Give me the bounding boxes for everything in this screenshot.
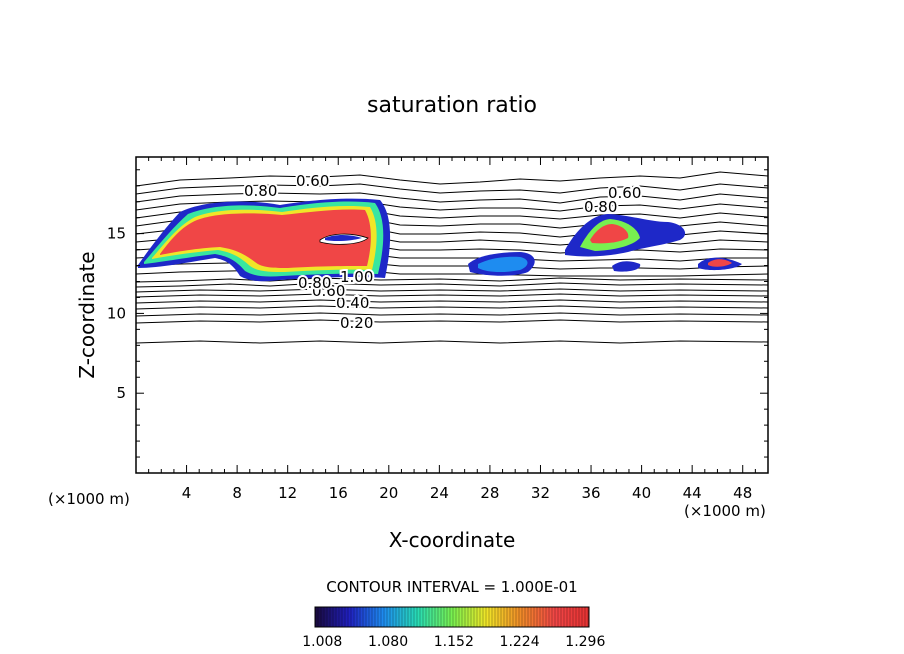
x-tick-label: 20 — [379, 484, 398, 502]
supersaturation-region — [590, 224, 629, 244]
supersaturation-region — [478, 256, 528, 273]
x-unit-label: (×1000 m) — [684, 502, 766, 520]
y-axis-title: Z-coordinate — [75, 251, 99, 378]
x-tick-label: 24 — [430, 484, 449, 502]
contour-label: 0.60 — [312, 282, 345, 300]
x-tick-label: 8 — [232, 484, 242, 502]
contour-line — [136, 299, 768, 304]
x-tick-label: 12 — [278, 484, 297, 502]
y-tick-labels: 5 10 15 — [107, 225, 126, 403]
x-tick-label: 36 — [581, 484, 600, 502]
x-tick-label: 48 — [733, 484, 752, 502]
x-tick-label: 32 — [531, 484, 550, 502]
z-unit-label: (×1000 m) — [48, 490, 130, 508]
contour-line — [136, 293, 768, 298]
colorbar-tick-label: 1.008 — [302, 634, 342, 650]
contour-label: 0.20 — [340, 314, 373, 332]
contour-label: 1.00 — [340, 268, 373, 286]
contour-line — [136, 288, 768, 293]
contour-line — [136, 200, 768, 212]
colorbar-tick-label: 1.152 — [434, 634, 474, 650]
x-tick-label: 16 — [329, 484, 348, 502]
contour-line — [136, 282, 768, 288]
x-tick-labels: 4 8 12 16 20 24 28 32 36 40 44 48 — [182, 484, 752, 502]
contour-label: 0.40 — [336, 294, 369, 312]
y-tick-label: 15 — [107, 225, 126, 243]
supersaturation-region — [708, 259, 732, 267]
colorbar-tick-label: 1.224 — [500, 634, 540, 650]
supersaturation-region — [612, 261, 641, 272]
contour-label: 0.60 — [608, 184, 641, 202]
contour-line — [136, 269, 768, 277]
colorbar — [314, 606, 590, 628]
contour-line — [136, 340, 768, 344]
contour-labels: 0.20 0.40 0.60 0.80 1.00 0.60 0.80 0.60 … — [242, 170, 643, 334]
axis-ticks — [136, 157, 768, 473]
y-tick-label: 10 — [107, 304, 126, 322]
cloud-hole — [325, 235, 362, 242]
contour-label: 0.80 — [298, 274, 331, 292]
colorbar-tick-label: 1.080 — [368, 634, 408, 650]
contour-line — [136, 305, 768, 310]
plot-area: 0.20 0.40 0.60 0.80 1.00 0.60 0.80 0.60 … — [136, 170, 768, 344]
colorbar-stripes — [317, 607, 589, 627]
y-tick-label: 5 — [116, 384, 126, 402]
x-tick-label: 40 — [632, 484, 651, 502]
contour-label: 0.80 — [244, 182, 277, 200]
x-axis-title: X-coordinate — [389, 528, 516, 552]
colorbar-tick-label: 1.296 — [565, 634, 605, 650]
contour-line — [136, 319, 768, 324]
contour-line — [136, 183, 768, 195]
contour-line — [136, 171, 768, 187]
chart-title: saturation ratio — [367, 93, 537, 118]
contour-label: 0.80 — [584, 198, 617, 216]
x-tick-label: 44 — [683, 484, 702, 502]
contour-line — [136, 312, 768, 317]
colorbar-tick-labels: 1.008 1.080 1.152 1.224 1.296 — [302, 634, 605, 650]
contour-interval-label: CONTOUR INTERVAL = 1.000E-01 — [326, 578, 577, 596]
contour-line — [136, 192, 768, 204]
contour-line — [136, 277, 768, 283]
supersaturation-region — [160, 209, 371, 268]
filled-contours — [138, 198, 742, 282]
contour-label: 0.60 — [296, 172, 329, 190]
x-tick-label: 4 — [182, 484, 192, 502]
x-tick-label: 28 — [480, 484, 499, 502]
contour-lines — [136, 171, 768, 344]
